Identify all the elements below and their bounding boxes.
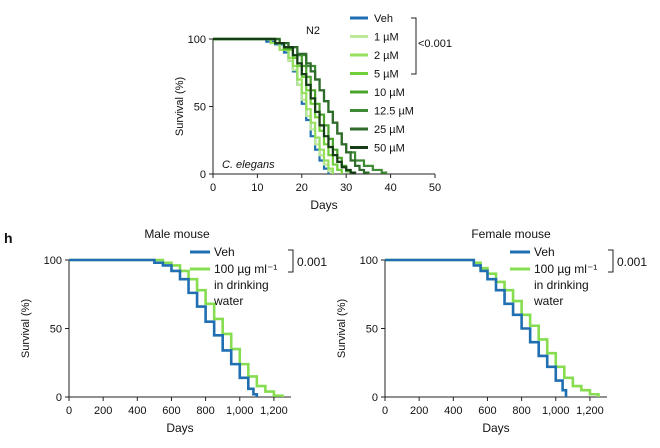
series-line-veh	[213, 37, 330, 174]
legend-label: Veh	[534, 245, 555, 259]
x-tick-label: 200	[410, 405, 428, 417]
y-axis-label: Survival (%)	[336, 299, 348, 358]
x-tick-label: 800	[512, 405, 530, 417]
x-tick-label: 1,000	[226, 405, 254, 417]
y-tick-label: 100	[44, 255, 62, 267]
legend-label: 50 µM	[374, 143, 405, 155]
series-line-veh	[385, 258, 568, 397]
legend-label-line: in drinking	[214, 278, 269, 292]
female-mouse-survival-chart: 0 200 400 600 800 1,000 1,200 0 50 100 Days Surviva…	[336, 227, 647, 435]
legend-label: 2 µM	[374, 50, 399, 62]
x-tick-label: 10	[251, 182, 263, 194]
y-tick-label: 50	[366, 324, 378, 336]
y-axis-label: Survival (%)	[20, 299, 32, 358]
x-tick-label: 50	[429, 182, 441, 194]
x-tick-label: 1,000	[542, 405, 570, 417]
x-axis-label: Days	[482, 421, 509, 435]
legend-label: 100 µg ml⁻¹ in drinking water	[533, 262, 597, 308]
y-tick-label: 100	[360, 255, 378, 267]
chart-title: Male mouse	[144, 227, 210, 241]
series-line-dose-5	[213, 37, 388, 174]
panel-label: h	[4, 230, 13, 246]
series-line-dose-4	[213, 37, 352, 174]
legend-label: 5 µM	[374, 69, 399, 81]
legend-label-line: in drinking	[534, 278, 589, 292]
p-value-label: 0.001	[617, 255, 647, 269]
x-tick-label: 600	[162, 405, 180, 417]
legend: Veh 100 µg ml⁻¹ in drinking water 0.001	[190, 245, 327, 308]
series-line-dose-7	[213, 37, 357, 174]
legend-label-line: water	[533, 294, 563, 308]
legend-label: 1 µM	[374, 32, 399, 44]
series-line-treated	[69, 258, 284, 397]
legend-label: 25 µM	[374, 124, 405, 136]
legend-label: 100 µg ml⁻¹ in drinking water	[213, 262, 277, 308]
x-tick-label: 600	[478, 405, 496, 417]
series-line-dose-2	[213, 37, 334, 174]
worm-survival-chart: 0 10 20 30 40 50 0 50 100 Days Survival (%) N2 C. el…	[174, 13, 452, 212]
x-tick-label: 0	[210, 182, 216, 194]
series-line-dose-3	[213, 37, 343, 174]
significance-bracket	[608, 249, 614, 273]
legend: Veh 1 µM 2 µM 5 µM 10 µM 12.5 µM 25 µM 50 µM <0.…	[350, 13, 452, 155]
x-tick-label: 20	[296, 182, 308, 194]
series-line-veh	[69, 258, 259, 397]
y-tick-label: 0	[372, 392, 378, 404]
y-tick-label: 50	[194, 102, 206, 114]
y-tick-label: 100	[188, 34, 206, 46]
y-axis-label: Survival (%)	[174, 77, 186, 136]
significance-bracket	[411, 17, 417, 75]
chart-title: N2	[306, 25, 320, 37]
series-line-dose-6	[213, 37, 370, 174]
y-tick-label: 50	[50, 324, 62, 336]
series-line-treated	[385, 258, 600, 397]
legend-label: 12.5 µM	[374, 106, 414, 118]
x-tick-label: 40	[384, 182, 396, 194]
p-value-label: <0.001	[418, 38, 452, 50]
male-mouse-survival-chart: 0 200 400 600 800 1,000 1,200 0 50 100 Days Surviva…	[20, 227, 327, 435]
x-tick-label: 30	[340, 182, 352, 194]
legend-label: Veh	[374, 13, 393, 25]
species-annotation: C. elegans	[222, 159, 275, 171]
p-value-label: 0.001	[297, 255, 327, 269]
legend: Veh 100 µg ml⁻¹ in drinking water 0.001	[510, 245, 647, 308]
legend-label-line: water	[213, 294, 243, 308]
x-tick-label: 1,200	[260, 405, 288, 417]
legend-label: Veh	[214, 245, 235, 259]
x-axis-label: Days	[166, 421, 193, 435]
x-tick-label: 0	[382, 405, 388, 417]
x-axis-label: Days	[310, 198, 337, 212]
legend-label-line: 100 µg ml⁻¹	[534, 262, 597, 276]
x-tick-label: 1,200	[576, 405, 604, 417]
legend-label: 10 µM	[374, 87, 405, 99]
x-tick-label: 400	[444, 405, 462, 417]
chart-title: Female mouse	[471, 227, 551, 241]
x-tick-label: 800	[196, 405, 214, 417]
x-tick-label: 200	[94, 405, 112, 417]
significance-bracket	[288, 249, 294, 273]
y-tick-label: 0	[56, 392, 62, 404]
x-tick-label: 0	[66, 405, 72, 417]
legend-label-line: 100 µg ml⁻¹	[214, 262, 277, 276]
x-tick-label: 400	[128, 405, 146, 417]
y-tick-label: 0	[200, 169, 206, 181]
